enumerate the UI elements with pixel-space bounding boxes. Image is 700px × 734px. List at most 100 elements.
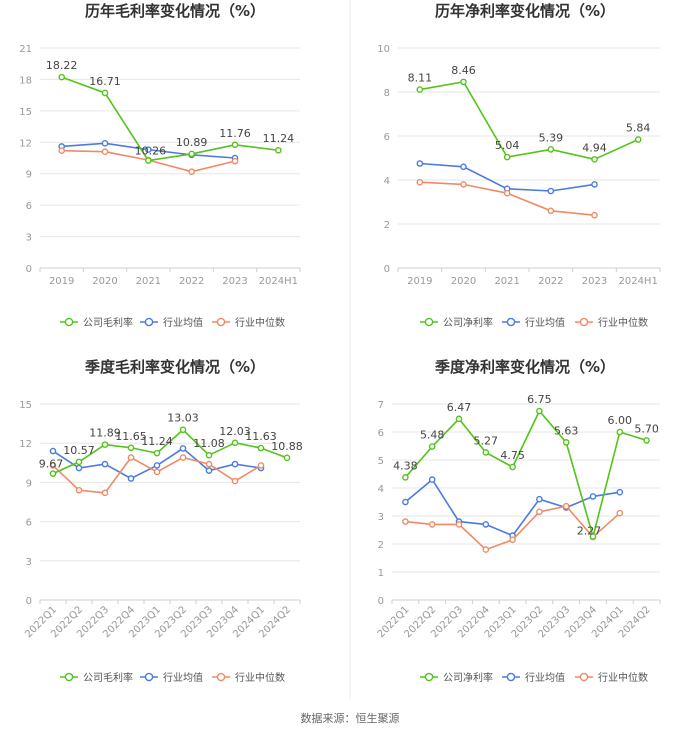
data-point-company <box>591 156 598 163</box>
data-point-company <box>589 533 597 540</box>
data-point-company <box>153 449 161 457</box>
y-tick-label: 4 <box>384 176 390 187</box>
data-point-company <box>428 443 436 450</box>
data-label: 8.11 <box>408 72 433 85</box>
data-label: 10.88 <box>271 440 303 453</box>
data-point-company <box>616 428 624 436</box>
data-label: 11.65 <box>115 430 147 443</box>
legend-marker-median <box>579 672 589 682</box>
data-point-median <box>188 168 195 175</box>
data-point-company <box>188 150 195 158</box>
x-tick-label: 2020 <box>451 276 476 287</box>
chart-title: 季度毛利率变化情况（%） <box>85 358 265 376</box>
data-point-company <box>127 444 135 452</box>
data-point-company <box>75 458 83 466</box>
data-point-company <box>275 146 282 154</box>
data-point-median <box>231 477 239 485</box>
data-point-median <box>231 157 239 165</box>
data-point-median <box>179 454 187 461</box>
data-point-median <box>75 486 83 494</box>
data-point-median <box>101 489 109 497</box>
legend-marker-company <box>64 317 74 327</box>
data-point-company <box>562 439 570 446</box>
y-tick-label: 0 <box>378 596 384 607</box>
data-point-median <box>127 454 135 461</box>
data-point-avg <box>482 521 490 528</box>
y-tick-label: 6 <box>26 201 32 212</box>
data-point-company <box>101 441 109 448</box>
data-point-company <box>460 78 467 86</box>
data-point-median <box>536 508 543 516</box>
y-tick-label: 8 <box>384 88 390 99</box>
data-label: 11.63 <box>245 430 277 443</box>
series-line-company <box>419 80 639 161</box>
data-label: 5.39 <box>539 131 564 144</box>
data-point-company <box>145 157 152 164</box>
data-point-median <box>101 148 109 156</box>
y-tick-label: 2 <box>384 220 390 231</box>
data-point-company <box>101 89 109 97</box>
data-point-company <box>231 141 239 149</box>
data-label: 10.57 <box>63 444 95 457</box>
data-point-median <box>49 462 57 469</box>
data-point-avg <box>145 146 152 153</box>
data-point-avg <box>179 445 187 452</box>
legend-label: 行业均值 <box>163 671 203 684</box>
data-label: 2.27 <box>577 524 602 537</box>
x-tick-label: 2021 <box>136 276 161 287</box>
legend-marker-median <box>216 672 226 682</box>
data-point-avg <box>589 493 597 500</box>
data-point-avg <box>205 467 213 474</box>
data-point-median <box>257 462 265 469</box>
data-point-median <box>416 178 424 186</box>
data-label: 6.47 <box>447 401 472 414</box>
data-point-avg <box>591 181 598 188</box>
x-tick-label: 2019 <box>407 276 432 287</box>
quarterly-net-margin-chart: 季度净利率变化情况（%）012345672022Q12022Q22022Q320… <box>376 358 661 684</box>
data-point-median <box>402 518 409 525</box>
data-label: 5.04 <box>495 139 520 152</box>
y-tick-label: 3 <box>378 512 384 523</box>
y-tick-label: 12 <box>19 439 32 450</box>
y-tick-label: 15 <box>19 107 32 118</box>
data-point-company <box>503 153 511 161</box>
y-tick-label: 12 <box>19 138 32 149</box>
data-point-company <box>643 437 650 444</box>
data-label: 11.08 <box>193 437 225 450</box>
data-point-company <box>509 463 516 471</box>
legend-label: 公司净利率 <box>443 316 493 329</box>
x-tick-label: 2021 <box>494 276 519 287</box>
data-point-avg <box>231 460 239 468</box>
data-label: 11.24 <box>141 435 173 448</box>
data-point-avg <box>416 160 424 167</box>
data-label: 12.03 <box>219 425 251 438</box>
data-label: 5.27 <box>474 434 499 447</box>
data-point-avg <box>460 163 467 171</box>
data-point-median <box>562 502 570 510</box>
data-label: 6.75 <box>527 393 552 406</box>
data-point-company <box>179 426 187 434</box>
data-point-median <box>455 521 463 528</box>
y-tick-label: 0 <box>26 264 32 275</box>
data-point-company <box>58 73 65 81</box>
y-tick-label: 0 <box>384 264 390 275</box>
data-point-median <box>460 181 467 188</box>
data-point-avg <box>101 460 109 468</box>
data-point-median <box>547 207 555 215</box>
data-point-avg <box>536 495 543 503</box>
data-label: 5.70 <box>634 422 659 435</box>
legend-marker-avg <box>506 672 516 682</box>
data-point-avg <box>547 187 555 195</box>
data-point-company <box>536 407 543 415</box>
data-label: 11.24 <box>263 132 295 145</box>
data-point-company <box>455 415 463 423</box>
legend-marker-company <box>424 672 434 682</box>
data-point-company <box>482 449 490 456</box>
data-point-company <box>49 470 57 477</box>
legend-marker-median <box>216 317 226 327</box>
data-point-company <box>257 444 265 452</box>
y-tick-label: 1 <box>378 568 384 579</box>
chart-title: 历年净利率变化情况（%） <box>435 2 615 20</box>
data-point-avg <box>49 447 57 455</box>
